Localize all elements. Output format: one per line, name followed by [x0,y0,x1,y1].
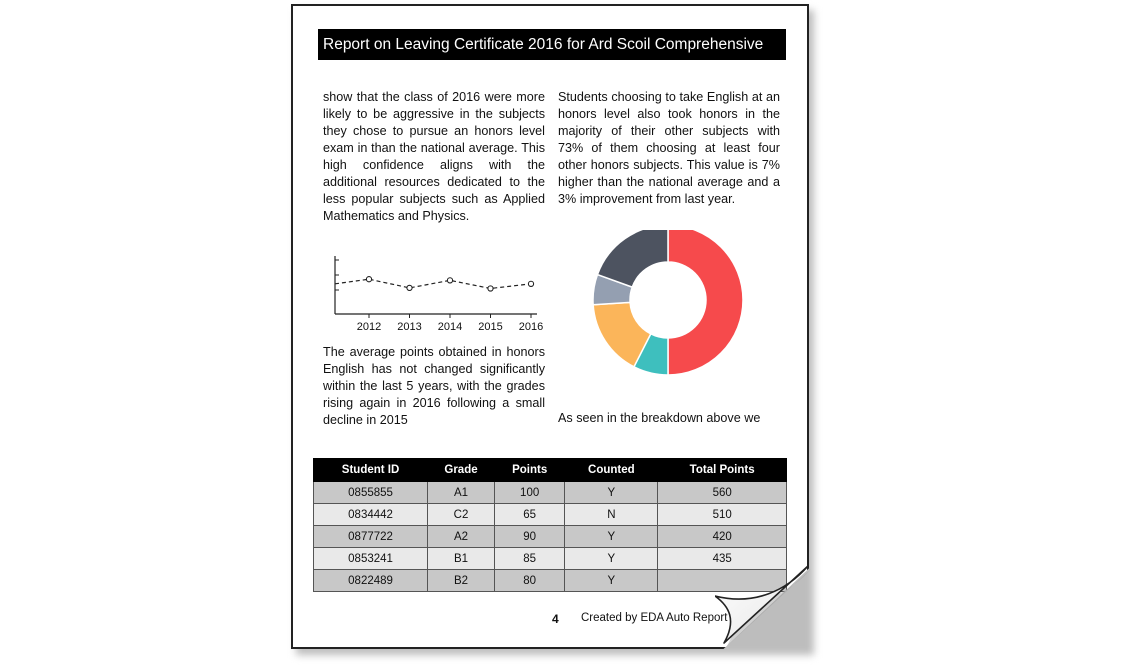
page-number: 4 [552,612,559,626]
table-cell: B2 [427,569,495,592]
table-cell: C2 [427,503,495,526]
report-title: Report on Leaving Certificate 2016 for A… [318,29,786,60]
data-point [527,280,535,287]
table-row: 0834442 C2 65 N 510 [312,503,787,526]
x-tick-label: 2012 [357,321,381,333]
table-cell: Y [564,547,659,570]
table-cell: 510 [657,503,787,526]
table-cell: 85 [493,547,566,570]
data-point [406,284,413,292]
table-header-row: Student ID Grade Points Counted Total Po… [312,458,787,482]
x-tick-label: 2013 [397,321,421,333]
table-cell: 90 [493,525,566,548]
table-cell: N [564,503,659,526]
data-point [446,277,454,284]
table-cell: Y [564,525,659,548]
donut-chart [593,230,744,376]
donut-slice [667,230,744,376]
column-header: Student ID [312,458,429,482]
footer-credit: Created by EDA Auto Report [581,612,728,624]
x-tick-label: 2016 [519,321,543,333]
table-cell: 0822489 [312,569,429,592]
data-point [487,285,494,292]
student-points-table: Student ID Grade Points Counted Total Po… [312,458,787,592]
report-page: Report on Leaving Certificate 2016 for A… [291,4,809,649]
paragraph-right-bottom: As seen in the breakdown above we [558,411,761,425]
x-tick-label: 2014 [438,321,462,333]
data-point [365,276,373,283]
table-cell: 0834442 [312,503,429,526]
table-cell: Y [564,481,659,504]
column-header: Grade [427,458,495,482]
paragraph-left-bottom: The average points obtained in honors En… [323,345,545,427]
paragraph-right-top: Students choosing to take English at an … [558,90,780,206]
table-cell: A2 [427,525,495,548]
series-line [334,278,532,290]
x-tick-label: 2015 [478,321,502,333]
table-cell: A1 [427,481,495,504]
table-cell: 420 [657,525,787,548]
table-cell: 65 [493,503,566,526]
table-cell: Y [564,569,659,592]
column-header: Total Points [657,458,787,482]
paragraph-left-top: show that the class of 2016 were more li… [323,90,545,223]
table-cell: 0855855 [312,481,429,504]
table-cell: 560 [657,481,787,504]
table-row: 0855855 A1 100 Y 560 [312,481,787,504]
line-chart: 2012 2013 2014 2015 2016 [334,256,543,333]
column-header: Points [493,458,566,482]
table-cell: 0877722 [312,525,429,548]
table-cell: B1 [427,547,495,570]
table-cell: 80 [493,569,566,592]
page-curl-icon [715,565,811,646]
column-header: Counted [564,458,659,482]
table-row: 0822489 B2 80 Y [312,569,787,592]
donut-slice [596,230,669,289]
table-row: 0853241 B1 85 Y 435 [312,547,787,570]
table-cell: 100 [493,481,566,504]
table-cell: 0853241 [312,547,429,570]
table-cell [657,569,787,592]
table-row: 0877722 A2 90 Y 420 [312,525,787,548]
